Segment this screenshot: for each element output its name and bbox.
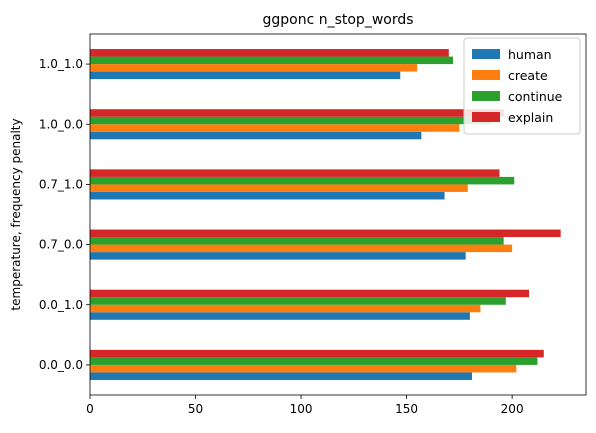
bar-create-0.7_1.0 [90, 184, 468, 192]
y-axis-label: temperature, frequency penalty [9, 118, 23, 310]
bar-human-1.0_0.0 [90, 131, 422, 140]
legend-swatch-explain [472, 112, 500, 122]
x-tick-label: 100 [290, 402, 313, 416]
y-tick-label: 0.7_0.0 [39, 238, 83, 252]
y-tick-label: 1.0_1.0 [39, 57, 83, 71]
chart-title: ggponc n_stop_words [262, 12, 413, 28]
bar-continue-0.0_1.0 [90, 297, 506, 305]
y-ticks: 0.0_0.0 0.0_1.0 0.7_0.0 0.7_1.0 1.0_0.0 1.0_1… [39, 57, 90, 372]
legend-swatch-create [472, 70, 500, 80]
bar-continue-1.0_0.0 [90, 116, 492, 125]
bar-create-0.7_0.0 [90, 244, 513, 253]
plot-layer [90, 49, 561, 380]
bar-create-0.0_1.0 [90, 304, 481, 313]
bar-create-1.0_1.0 [90, 64, 418, 72]
legend-swatch-continue [472, 91, 500, 101]
x-tick-label: 200 [501, 402, 524, 416]
legend-label-create: create [508, 68, 548, 83]
bar-explain-0.7_1.0 [90, 169, 500, 177]
y-tick-label: 0.0_0.0 [39, 358, 83, 372]
x-ticks: 0 50 100 150 200 [86, 395, 524, 416]
y-tick-label: 0.0_1.0 [39, 298, 83, 312]
bar-continue-0.7_0.0 [90, 237, 504, 245]
bar-explain-1.0_1.0 [90, 49, 449, 57]
legend-label-explain: explain [508, 110, 553, 125]
bar-explain-1.0_0.0 [90, 109, 504, 117]
bar-explain-0.0_0.0 [90, 349, 544, 358]
x-tick-label: 150 [395, 402, 418, 416]
x-tick-label: 0 [86, 402, 94, 416]
bar-create-1.0_0.0 [90, 124, 460, 132]
y-tick-label: 1.0_0.0 [39, 117, 83, 131]
legend-label-continue: continue [508, 89, 563, 104]
bar-human-0.7_1.0 [90, 191, 445, 200]
legend-label-human: human [508, 47, 552, 62]
legend: human create continue explain [463, 37, 581, 135]
x-tick-label: 50 [188, 402, 203, 416]
bar-explain-0.0_1.0 [90, 289, 530, 298]
legend-box [463, 37, 581, 135]
bar-create-0.0_0.0 [90, 364, 517, 373]
bar-continue-0.0_0.0 [90, 357, 538, 365]
bar-human-0.0_0.0 [90, 372, 473, 380]
bar-continue-0.7_1.0 [90, 176, 515, 185]
bar-human-0.0_1.0 [90, 312, 470, 320]
legend-swatch-human [472, 49, 500, 59]
bar-human-0.7_0.0 [90, 252, 466, 260]
bar-continue-1.0_1.0 [90, 56, 454, 65]
bar-human-1.0_1.0 [90, 71, 401, 80]
bar-explain-0.7_0.0 [90, 229, 561, 238]
y-tick-label: 0.7_1.0 [39, 177, 83, 191]
axes-frame [89, 33, 587, 396]
